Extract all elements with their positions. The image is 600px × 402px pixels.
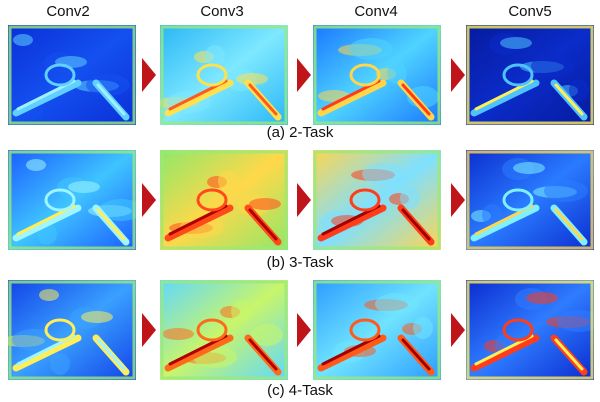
heatmap-panel (466, 25, 594, 125)
heat-blob (526, 292, 558, 304)
heat-blob (375, 293, 419, 315)
column-header: Conv5 (508, 3, 551, 20)
heat-blob (218, 170, 238, 192)
column-header: Conv3 (200, 3, 243, 20)
arrow (451, 58, 465, 92)
heat-blob (50, 353, 70, 375)
heatmap-panel (156, 25, 288, 125)
heatmap-panel (1, 280, 136, 380)
figure: Conv2 Conv3 Conv4 Conv5 (a) 2-Task (b) 3… (0, 0, 600, 402)
heat-blob (39, 289, 59, 301)
arrow (142, 183, 156, 217)
heat-blob (231, 300, 251, 322)
row-caption: (b) 3-Task (267, 254, 334, 271)
heat-blob (249, 198, 281, 210)
heat-blob (544, 180, 588, 202)
heatmap-panel (313, 25, 441, 125)
heat-blob (362, 163, 406, 185)
heat-blob (557, 310, 600, 332)
heatmap-panel (466, 280, 600, 380)
arrow (142, 58, 156, 92)
heatmap-panel (313, 150, 441, 250)
heat-blob (387, 62, 407, 84)
heat-blob (569, 79, 589, 101)
column-header: Conv4 (354, 3, 397, 20)
arrow (297, 58, 311, 92)
row-caption: (a) 2-Task (267, 124, 334, 141)
heat-blob (26, 159, 46, 171)
arrow (297, 313, 311, 347)
heat-blob (413, 317, 433, 339)
column-header: Conv2 (46, 3, 89, 20)
heat-blob (531, 55, 575, 77)
heat-blob (349, 38, 393, 60)
heatmap-panel (313, 280, 441, 380)
heat-blob (68, 181, 100, 193)
row-caption: (c) 4-Task (267, 382, 333, 399)
arrow (451, 313, 465, 347)
heat-blob (162, 328, 194, 340)
heatmap-panel (160, 280, 288, 380)
heatmap-panel (466, 150, 594, 250)
heat-blob (13, 34, 33, 46)
heatmap-panel (8, 150, 143, 250)
heatmap-panel (160, 150, 288, 250)
heatmap-panel (8, 25, 136, 125)
heat-blob (500, 37, 532, 49)
heat-blob (81, 311, 113, 323)
arrow (297, 183, 311, 217)
arrow (451, 183, 465, 217)
heat-blob (513, 162, 545, 174)
arrow (142, 313, 156, 347)
